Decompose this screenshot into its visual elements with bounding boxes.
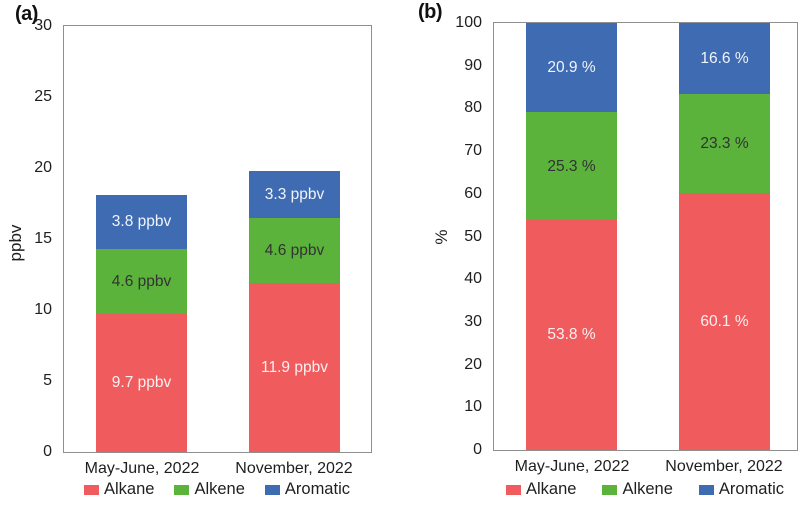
y-tick-label: 15 <box>34 230 52 247</box>
bar-value-label: 53.8 % <box>547 326 596 344</box>
bar-value-label: 60.1 % <box>700 312 749 330</box>
bar-segment-aromatic: 3.3 ppbv <box>249 170 340 218</box>
bar-value-label: 9.7 ppbv <box>111 374 172 392</box>
legend-label: Alkene <box>622 480 673 498</box>
stacked-bar: 9.7 ppbv 4.6 ppbv 3.8 ppbv <box>96 26 187 452</box>
y-tick-label: 25 <box>34 87 52 105</box>
bar-segment-alkene: 4.6 ppbv <box>249 217 340 284</box>
legend-label: Aromatic <box>718 480 784 498</box>
bar-value-label: 25.3 % <box>547 157 596 175</box>
panel-b-legend: Alkane Alkene Aromatic <box>493 480 797 499</box>
legend-label: Alkane <box>525 480 577 498</box>
bar-value-label: 23.3 % <box>700 134 749 152</box>
y-tick-label: 30 <box>34 17 52 34</box>
bar-value-label: 3.3 ppbv <box>264 185 325 203</box>
panel-b-plot-area: % 0 10 20 30 40 50 60 70 80 90 100 53.8 % 25.3 % 20.9… <box>432 15 798 475</box>
bar-segment-alkane: 11.9 ppbv <box>249 283 340 452</box>
y-tick-label: 10 <box>34 300 52 318</box>
bar-segment-alkane: 9.7 ppbv <box>96 314 187 452</box>
legend-marker-aromatic <box>698 484 714 495</box>
bar-value-label: 16.6 % <box>700 49 749 67</box>
bar-segment-alkane: 53.8 % <box>526 220 617 450</box>
bar-segment-alkane: 60.1 % <box>679 193 770 450</box>
legend-marker-aromatic <box>264 484 280 495</box>
bar-value-label: 4.6 ppbv <box>264 241 325 259</box>
y-tick-label: 20 <box>464 355 482 373</box>
panel-a: (a) ppbv 0 5 10 15 20 25 30 9.7 ppbv 4.6 ppbv 3.8… <box>6 3 372 499</box>
legend-item-alkene: Alkene <box>174 480 245 499</box>
bar-segment-alkene: 4.6 ppbv <box>96 248 187 315</box>
panel-a-label: (a) <box>15 3 38 25</box>
y-tick-label: 0 <box>473 441 482 458</box>
y-tick-label: 80 <box>464 99 482 117</box>
category-label: November, 2022 <box>665 458 783 475</box>
y-tick-label: 0 <box>43 443 52 460</box>
y-tick-label: 100 <box>455 14 482 31</box>
stacked-bar: 53.8 % 25.3 % 20.9 % <box>526 23 617 450</box>
y-tick-label: 90 <box>464 56 482 74</box>
category-label: May-June, 2022 <box>514 458 630 475</box>
panel-a-legend: Alkane Alkene Aromatic <box>63 480 371 499</box>
bar-segment-aromatic: 16.6 % <box>679 23 770 94</box>
legend-label: Alkene <box>194 480 245 498</box>
legend-item-alkene: Alkene <box>602 480 673 499</box>
bar-value-label: 11.9 ppbv <box>261 358 328 376</box>
bar-segment-alkene: 25.3 % <box>526 112 617 221</box>
bar-value-label: 3.8 ppbv <box>111 213 172 231</box>
legend-marker-alkene <box>174 484 190 495</box>
stacked-bar: 11.9 ppbv 4.6 ppbv 3.3 ppbv <box>249 26 340 452</box>
y-tick-label: 20 <box>34 158 52 176</box>
legend-item-aromatic: Aromatic <box>264 480 350 499</box>
bar-segment-aromatic: 20.9 % <box>526 23 617 113</box>
bar-segment-alkene: 23.3 % <box>679 93 770 194</box>
bar-value-label: 20.9 % <box>547 58 596 76</box>
y-tick-label: 5 <box>43 372 52 389</box>
category-label: May-June, 2022 <box>84 460 200 477</box>
legend-marker-alkane <box>505 484 521 495</box>
category-label: November, 2022 <box>235 460 353 477</box>
bar-segment-aromatic: 3.8 ppbv <box>96 195 187 249</box>
y-tick-label: 30 <box>464 312 482 330</box>
panel-b: (b) % 0 10 20 30 40 50 60 70 80 90 100 53.8 % 25.3 %… <box>400 0 800 507</box>
y-tick-label: 50 <box>464 227 482 245</box>
y-tick-label: 60 <box>464 184 482 202</box>
legend-marker-alkane <box>83 484 99 495</box>
y-tick-label: 10 <box>464 398 482 416</box>
legend-label: Alkane <box>103 480 155 498</box>
legend-item-alkane: Alkane <box>505 480 577 499</box>
y-tick-label: 40 <box>464 270 482 288</box>
legend-label: Aromatic <box>284 480 350 498</box>
panel-a-plot-area: ppbv 0 5 10 15 20 25 30 9.7 ppbv 4.6 ppbv 3.8 ppb… <box>6 18 372 477</box>
stacked-bar: 60.1 % 23.3 % 16.6 % <box>679 23 770 450</box>
panel-b-label: (b) <box>418 1 443 23</box>
y-tick-label: 70 <box>464 142 482 160</box>
bar-value-label: 4.6 ppbv <box>111 272 172 290</box>
legend-item-aromatic: Aromatic <box>698 480 784 499</box>
legend-item-alkane: Alkane <box>83 480 155 499</box>
legend-marker-alkene <box>602 484 618 495</box>
